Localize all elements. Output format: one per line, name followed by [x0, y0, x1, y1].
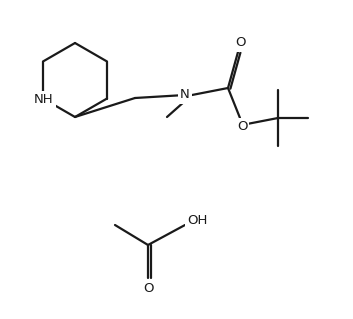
Text: OH: OH: [187, 213, 207, 226]
Text: O: O: [143, 281, 153, 294]
Text: O: O: [235, 36, 245, 49]
Text: O: O: [237, 121, 247, 133]
Text: N: N: [180, 88, 190, 101]
Text: NH: NH: [34, 93, 54, 106]
